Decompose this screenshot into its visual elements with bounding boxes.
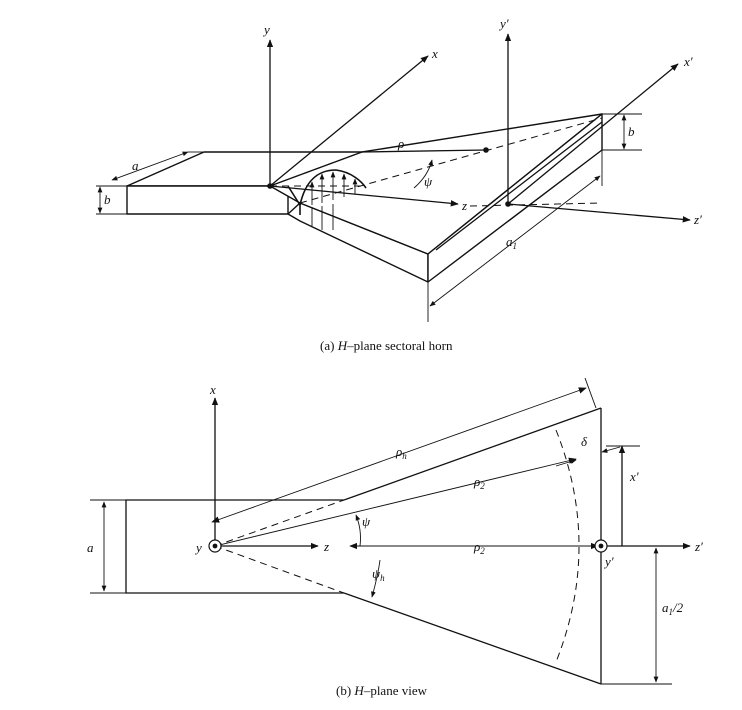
- apex-to-top-dashed: [269, 151, 363, 187]
- label-psi-b: ψ: [362, 514, 371, 529]
- delta-arrow-in: [555, 459, 577, 467]
- x-axis: [269, 55, 429, 187]
- label-rho2-upper: ρ2: [473, 474, 485, 491]
- label-psi-h: ψh: [372, 566, 385, 583]
- label-b-a: a: [87, 540, 94, 555]
- label-b-z: z: [323, 539, 329, 554]
- y-axis-out-of-page-dot: [212, 543, 218, 549]
- label-b-x-prime: x′: [629, 469, 639, 484]
- label-b-x: x: [209, 382, 216, 397]
- horn-upper-wall: [343, 407, 602, 501]
- flare-centre-dashed: [299, 117, 603, 204]
- label-a1: a1: [506, 234, 517, 251]
- label-x: x: [431, 46, 438, 61]
- panel-a-sectoral-horn: y x y′ x′ z z′ a b b ρ ψ a1 (a) H–plane …: [96, 16, 702, 353]
- label-y: y: [262, 22, 270, 37]
- psi-arc: [413, 159, 434, 189]
- panel-b-h-plane-view: x y z a ρh ρ2 ρ2 δ ψ ψh x′ y′ z′ a1/2 (b…: [87, 377, 703, 698]
- label-x-prime: x′: [683, 54, 693, 69]
- rho2-upper-arrow: [214, 457, 577, 547]
- label-rho: ρ: [397, 136, 404, 151]
- label-z-prime: z′: [693, 212, 702, 227]
- label-rho-h: ρh: [395, 444, 407, 461]
- label-psi: ψ: [424, 174, 433, 189]
- caption-b: (b) H–plane view: [336, 683, 428, 698]
- origin-dot: [267, 183, 273, 189]
- label-a1-half: a1/2: [662, 600, 684, 617]
- z-prime-axis: [507, 203, 691, 223]
- label-b-left: b: [104, 192, 111, 207]
- label-rho2-axis: ρ2: [473, 539, 485, 556]
- psi-h-arc: [371, 559, 381, 598]
- a1-dimension-arrow: [429, 175, 601, 307]
- label-b-y-prime: y′: [603, 554, 614, 569]
- rho-line: [361, 149, 487, 153]
- rho-h-ext: [584, 377, 597, 409]
- waveguide-mouth-edge: [287, 185, 301, 206]
- aperture-origin-dot: [505, 201, 511, 207]
- delta-arrow-out: [601, 446, 621, 453]
- label-z: z: [461, 198, 467, 213]
- horn-lower-wall: [343, 592, 602, 685]
- label-a: a: [132, 158, 139, 173]
- rho-h-arrow: [211, 387, 587, 523]
- a-dimension-arrow: [111, 151, 189, 181]
- label-b-y: y: [194, 540, 202, 555]
- horn: [269, 113, 603, 283]
- z-axis: [269, 185, 459, 207]
- psi-arc-b: [355, 514, 361, 547]
- caption-a: (a) H–plane sectoral horn: [320, 338, 453, 353]
- label-b-right: b: [628, 124, 635, 139]
- waveguide-front-face: [126, 185, 289, 215]
- label-b-z-prime: z′: [694, 539, 703, 554]
- y-prime-axis-out-of-page-dot: [598, 543, 604, 549]
- lower-wall-extension-dashed: [214, 545, 345, 594]
- label-y-prime: y′: [498, 16, 509, 31]
- label-delta: δ: [581, 434, 588, 449]
